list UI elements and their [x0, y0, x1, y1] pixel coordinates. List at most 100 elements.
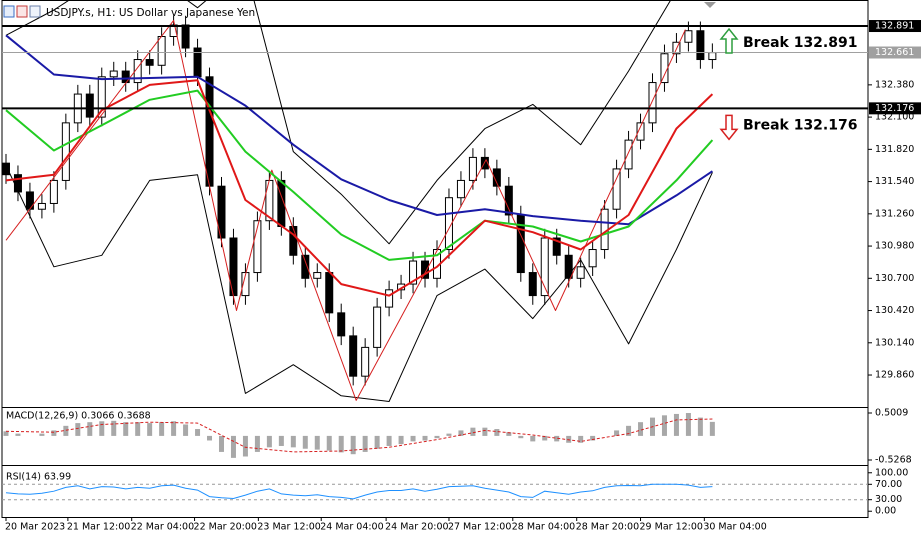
candle-body: [612, 168, 621, 210]
candle-body: [349, 335, 358, 377]
macd-bar: [434, 435, 440, 439]
macd-bar: [673, 413, 679, 436]
x-tick-label: 24 Mar 20:00: [385, 522, 448, 533]
macd-bar: [302, 435, 308, 449]
candle-body: [337, 312, 346, 337]
axes: 132.380 132.100 131.820 131.540 131.260 130.9…: [5, 20, 921, 533]
candle-body: [588, 249, 597, 268]
candle-body: [85, 93, 94, 118]
x-tick-label: 27 Mar 12:00: [448, 522, 511, 533]
macd-bar: [685, 413, 691, 436]
chart-title: USDJPY.s, H1: US Dollar vs Japanese Yen: [46, 7, 255, 19]
macd-bar: [290, 435, 296, 448]
candle-body: [325, 272, 334, 314]
macd-bar: [218, 435, 224, 452]
macd-bar: [63, 425, 69, 436]
icon: [16, 5, 28, 18]
candle-body: [468, 156, 477, 181]
macd-bar: [135, 422, 141, 436]
candle-body: [25, 191, 34, 210]
macd-bar: [15, 433, 21, 436]
candle-body: [181, 24, 190, 49]
candle-body: [684, 30, 693, 43]
price-pane: [2, 0, 868, 402]
macd-bar: [99, 421, 105, 436]
x-tick-label: 29 Mar 12:00: [640, 522, 703, 533]
macd-bar: [458, 430, 464, 436]
rsi-pane: [2, 483, 868, 501]
candle-body: [456, 179, 465, 199]
macd-bar: [494, 429, 500, 436]
candle-body: [301, 254, 310, 279]
macd-bar: [362, 435, 368, 452]
candle-body: [97, 76, 106, 118]
candle-body: [648, 82, 657, 124]
macd-bar: [195, 429, 201, 436]
x-tick-label: 22 Mar 20:00: [194, 522, 257, 533]
annotation: Break 132.891: [743, 35, 857, 51]
zigzag-line: [5, 19, 686, 401]
signal-line: [5, 418, 713, 453]
candle-body: [540, 237, 549, 297]
macd-bar: [111, 420, 117, 436]
arrow-icon: [719, 27, 739, 54]
macd-label: MACD(12,26,9) 0.3066 0.3688: [6, 411, 151, 422]
candle-body: [564, 254, 573, 279]
shift-marker: [704, 2, 716, 8]
macd-bar: [278, 435, 284, 446]
price-label-box: [869, 46, 921, 59]
macd-bar: [147, 423, 153, 436]
candle-body: [205, 76, 214, 187]
candle-body: [660, 53, 669, 84]
macd-bar: [590, 435, 596, 441]
y-tick-label: -0.5268: [875, 455, 912, 466]
candle-body: [696, 30, 705, 61]
price-label: 132.176: [875, 103, 914, 114]
macd-bar: [51, 430, 57, 436]
macd-bar: [254, 435, 260, 452]
candle-body: [157, 36, 166, 66]
candle-body: [313, 272, 322, 279]
y-tick-label: 130.700: [875, 273, 914, 284]
macd-bar: [614, 430, 620, 436]
y-tick-label: 131.540: [875, 176, 914, 187]
macd-bar: [242, 435, 248, 457]
macd-bar: [374, 435, 380, 449]
macd-bar: [542, 435, 548, 441]
macd-bar: [398, 435, 404, 445]
macd-bar: [326, 435, 332, 451]
macd-bar: [386, 435, 392, 446]
candle-body: [289, 225, 298, 256]
macd-bar: [446, 433, 452, 436]
macd-bar: [183, 424, 189, 436]
macd-bar: [314, 435, 320, 450]
macd-bar: [338, 435, 344, 453]
candle-body: [253, 220, 262, 274]
macd-bar: [554, 435, 560, 442]
icon: [3, 5, 15, 18]
macd-bar: [159, 422, 165, 436]
candle-body: [516, 214, 525, 274]
x-tick-label: 28 Mar 20:00: [576, 522, 639, 533]
macd-bar: [266, 435, 272, 448]
candle-body: [504, 185, 513, 216]
candle-body: [2, 162, 10, 176]
candle-body: [624, 139, 633, 170]
y-tick-label: 70.00: [875, 479, 902, 490]
x-tick-label: 23 Mar 12:00: [257, 522, 320, 533]
title-bar: USDJPY.s, H1: US Dollar vs Japanese Yen: [3, 5, 255, 19]
macd-bar: [350, 435, 356, 455]
y-tick-label: 130.140: [875, 337, 914, 348]
x-tick-label: 21 Mar 12:00: [67, 522, 130, 533]
macd-pane: [3, 413, 715, 458]
x-tick-label: 22 Mar 04:00: [131, 522, 194, 533]
macd-bar: [410, 435, 416, 442]
candle-body: [552, 237, 561, 256]
x-tick-label: 28 Mar 04:00: [512, 522, 575, 533]
price-label-box: [869, 102, 921, 115]
y-tick-label: 132.100: [875, 112, 914, 123]
macd-bar: [171, 421, 177, 436]
y-tick-label: 130.980: [875, 241, 914, 252]
